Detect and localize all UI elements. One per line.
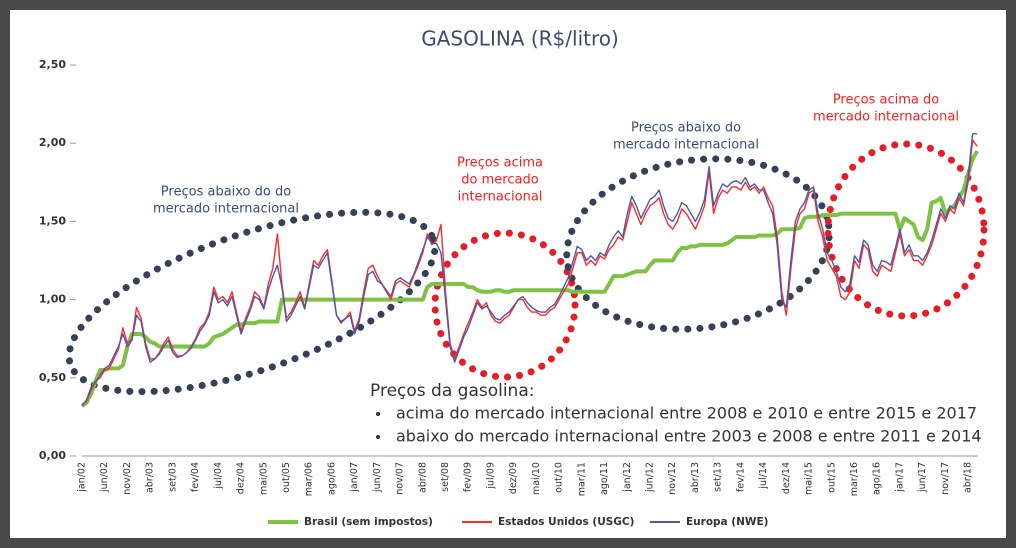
x-tick-label: mai/10 — [531, 462, 542, 495]
legend-label: Europa (NWE) — [686, 516, 768, 528]
x-tick-label: jul/09 — [485, 462, 496, 490]
x-tick-label: jan/17 — [894, 462, 905, 493]
bullet — [376, 435, 380, 439]
x-tick-label: fev/14 — [735, 462, 746, 492]
annotation: internacional — [458, 190, 543, 205]
series-line — [81, 133, 978, 407]
ellipse — [65, 208, 439, 396]
x-tick-label: fev/09 — [463, 462, 474, 492]
x-tick-label: set/13 — [713, 462, 724, 492]
x-tick-label: jul/04 — [213, 462, 224, 490]
x-tick-label: dez/14 — [781, 462, 792, 494]
y-tick-label: 0,00 — [39, 449, 66, 462]
x-tick-label: mar/16 — [849, 462, 860, 496]
x-tick-label: ago/16 — [872, 462, 883, 495]
x-tick-label: nov/12 — [667, 462, 678, 495]
note-item: abaixo do mercado internacional entre 20… — [396, 427, 982, 446]
x-tick-label: jul/14 — [758, 462, 769, 490]
x-tick-label: fev/04 — [190, 462, 201, 492]
x-tick-label: ago/06 — [326, 462, 337, 495]
annotation: Preços acima — [457, 156, 543, 171]
x-tick-label: abr/18 — [963, 462, 974, 493]
ellipse — [563, 155, 833, 333]
x-tick-label: mai/05 — [258, 462, 269, 495]
x-tick-label: mar/11 — [576, 462, 587, 496]
x-tick-label: ago/11 — [599, 462, 610, 495]
annotation: Preços abaixo do do — [161, 185, 291, 200]
ellipse — [824, 140, 988, 320]
annotation: mercado internacional — [813, 110, 959, 125]
x-tick-label: dez/04 — [236, 462, 247, 494]
y-tick-label: 1,50 — [39, 214, 66, 227]
annotation: do mercado — [461, 173, 538, 188]
legend-label: Estados Unidos (USGC) — [498, 516, 634, 528]
x-tick-label: nov/17 — [940, 462, 951, 495]
series-line — [80, 149, 979, 408]
x-tick-label: out/15 — [826, 462, 837, 493]
annotation: mercado internacional — [613, 138, 759, 153]
x-tick-label: out/10 — [554, 462, 565, 493]
panel — [10, 10, 1006, 538]
x-tick-label: mar/06 — [304, 462, 315, 496]
x-tick-label: jun/07 — [372, 462, 383, 493]
x-tick-label: set/08 — [440, 462, 451, 492]
x-tick-label: jan/02 — [77, 462, 88, 493]
x-tick-label: out/05 — [281, 462, 292, 493]
annotation: mercado internacional — [153, 202, 299, 217]
x-tick-label: jun/17 — [917, 462, 928, 493]
x-tick-label: set/03 — [167, 462, 178, 492]
x-tick-label: mai/15 — [804, 462, 815, 495]
series-line — [81, 139, 978, 405]
y-tick-label: 2,00 — [39, 136, 66, 149]
plot — [80, 133, 979, 408]
annotation: Preços acima do — [833, 93, 939, 108]
y-tick-label: 2,50 — [39, 58, 66, 71]
x-tick-label: abr/03 — [145, 462, 156, 493]
x-tick-label: nov/02 — [122, 462, 133, 495]
x-tick-label: jan/07 — [349, 462, 360, 493]
x-tick-label: jun/02 — [99, 462, 110, 493]
annotation: Preços abaixo do — [631, 121, 741, 136]
highlight-ellipses — [65, 140, 988, 396]
note-item: acima do mercado internacional entre 200… — [396, 404, 977, 423]
note-title: Preços da gasolina: — [370, 381, 534, 401]
x-tick-label: jun/12 — [645, 462, 656, 493]
legend-label: Brasil (sem impostos) — [304, 516, 433, 528]
ellipse — [431, 229, 579, 381]
bullet — [376, 412, 380, 416]
x-tick-label: jan/12 — [622, 462, 633, 493]
x-tick-label: abr/08 — [417, 462, 428, 493]
x-tick-label: nov/07 — [395, 462, 406, 495]
x-tick-label: abr/13 — [690, 462, 701, 493]
y-tick-label: 0,50 — [39, 371, 66, 384]
x-tick-label: dez/09 — [508, 462, 519, 494]
y-tick-label: 1,00 — [39, 293, 66, 306]
chart-title: GASOLINA (R$/litro) — [421, 27, 619, 51]
